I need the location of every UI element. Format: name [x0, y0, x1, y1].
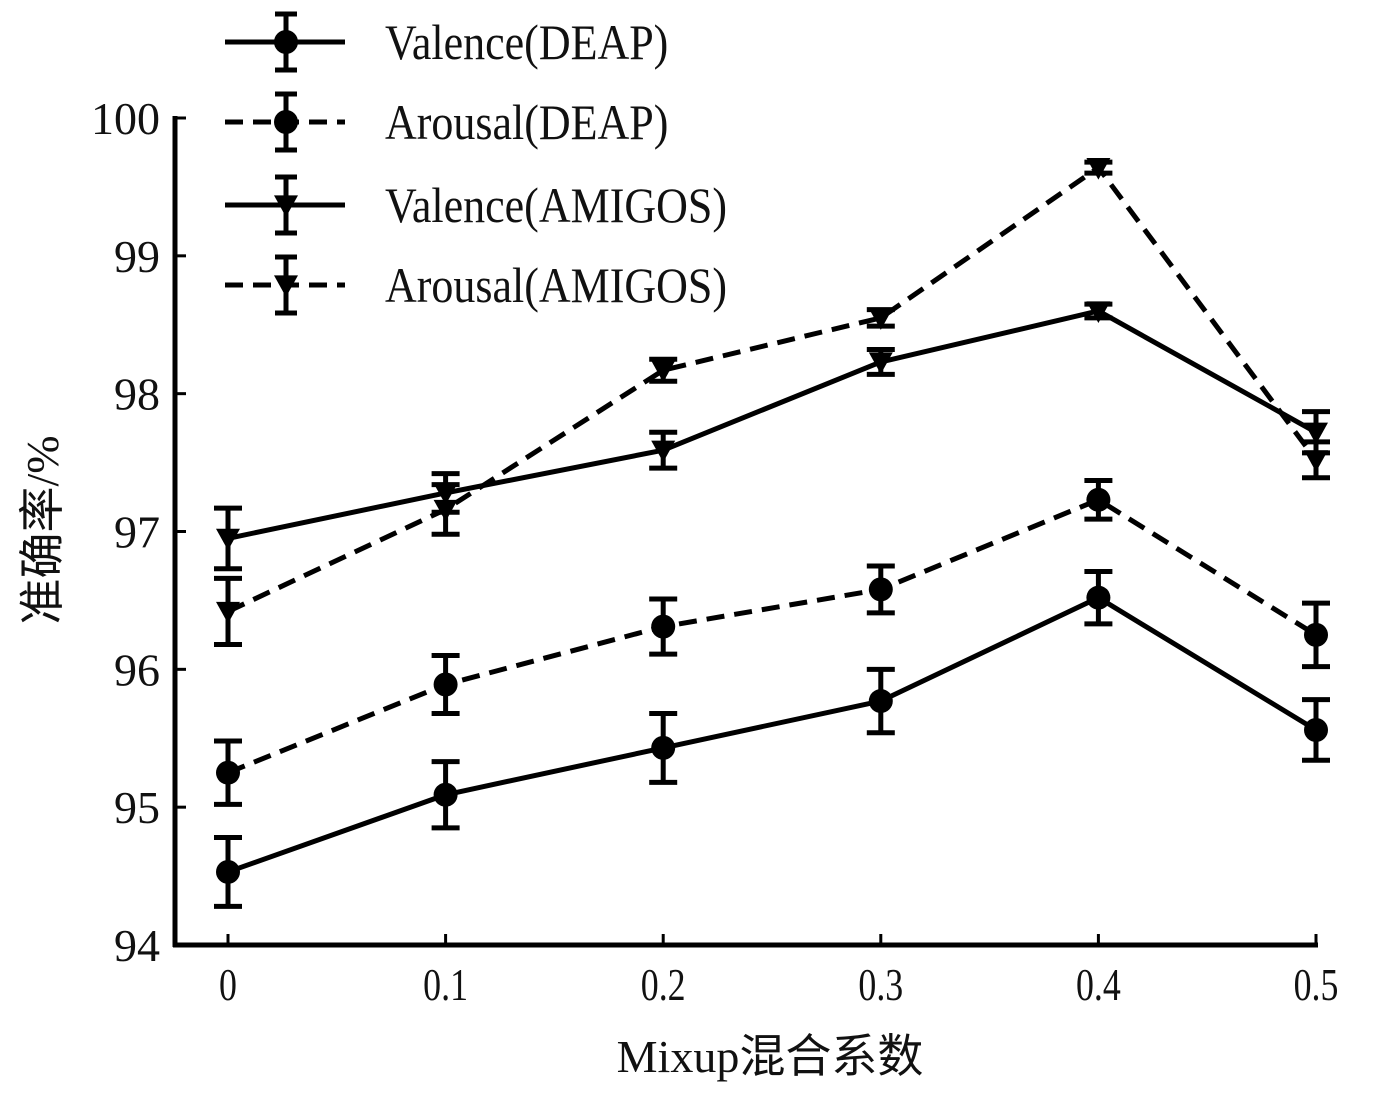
- legend-item: Valence(DEAP): [225, 11, 668, 73]
- legend-marker: [274, 275, 298, 297]
- y-tick-label: 94: [114, 920, 160, 971]
- series-arousal-amigos: [214, 158, 1330, 648]
- data-point: [433, 782, 458, 807]
- y-axis-title: 准确率/%: [17, 435, 68, 624]
- data-point: [651, 614, 676, 639]
- series-line: [227, 497, 1318, 776]
- legend: Valence(DEAP) Arousal(DEAP) Valence(AMIGOS…: [225, 11, 727, 316]
- legend-marker: [274, 30, 298, 54]
- series-arousal-deap: [214, 478, 1330, 807]
- data-point: [868, 352, 893, 374]
- data-point: [651, 360, 676, 383]
- axes: 94 95 96 97 98 99 100 0 0.1 0.2 0.3 0.4 0.5: [91, 93, 1338, 1010]
- legend-marker: [274, 195, 298, 217]
- x-ticks: 0 0.1 0.2 0.3 0.4 0.5: [219, 934, 1338, 1010]
- series-line: [227, 595, 1318, 875]
- data-point: [868, 577, 893, 602]
- data-point: [433, 672, 458, 697]
- x-axis-title: Mixup混合系数: [617, 1031, 924, 1082]
- x-tick-label: 0.5: [1294, 959, 1339, 1010]
- series-valence-deap: [214, 568, 1330, 909]
- data-point: [216, 528, 240, 551]
- x-tick-label: 0.2: [641, 959, 686, 1010]
- data-point: [1304, 717, 1328, 742]
- data-point: [868, 308, 893, 330]
- x-tick-label: 0: [219, 959, 237, 1010]
- data-point: [651, 440, 676, 463]
- legend-item: Valence(AMIGOS): [225, 174, 727, 236]
- data-point: [1086, 585, 1111, 610]
- data-point: [651, 735, 676, 760]
- data-point: [1304, 422, 1328, 445]
- x-tick-label: 0.3: [858, 959, 903, 1010]
- data-point: [216, 760, 240, 785]
- x-tick-label: 0.4: [1076, 959, 1121, 1010]
- y-tick-label: 97: [114, 507, 160, 558]
- y-ticks: 94 95 96 97 98 99 100: [91, 93, 186, 971]
- data-point: [1086, 158, 1111, 180]
- data-point: [1304, 450, 1328, 472]
- legend-marker: [274, 110, 298, 134]
- legend-item: Arousal(DEAP): [225, 91, 668, 153]
- legend-label: Arousal(DEAP): [385, 95, 668, 150]
- data-point: [1304, 622, 1328, 647]
- y-tick-label: 100: [91, 93, 160, 144]
- legend-label: Arousal(AMIGOS): [385, 258, 727, 313]
- data-point: [216, 601, 240, 624]
- data-point: [1086, 301, 1111, 323]
- data-point: [1086, 487, 1111, 512]
- y-tick-label: 98: [114, 369, 160, 420]
- y-tick-label: 96: [114, 644, 160, 695]
- series-line: [227, 308, 1318, 541]
- series-valence-amigos: [214, 301, 1330, 572]
- legend-label: Valence(AMIGOS): [385, 178, 727, 233]
- data-point: [433, 499, 458, 522]
- y-tick-label: 95: [114, 782, 160, 833]
- x-tick-label: 0.1: [423, 959, 468, 1010]
- data-point: [216, 859, 240, 884]
- y-tick-label: 99: [114, 231, 160, 282]
- legend-label: Valence(DEAP): [385, 15, 668, 70]
- legend-item: Arousal(AMIGOS): [225, 254, 727, 316]
- series-layer: [214, 158, 1330, 909]
- data-point: [868, 689, 893, 714]
- series-line: [226, 165, 1319, 614]
